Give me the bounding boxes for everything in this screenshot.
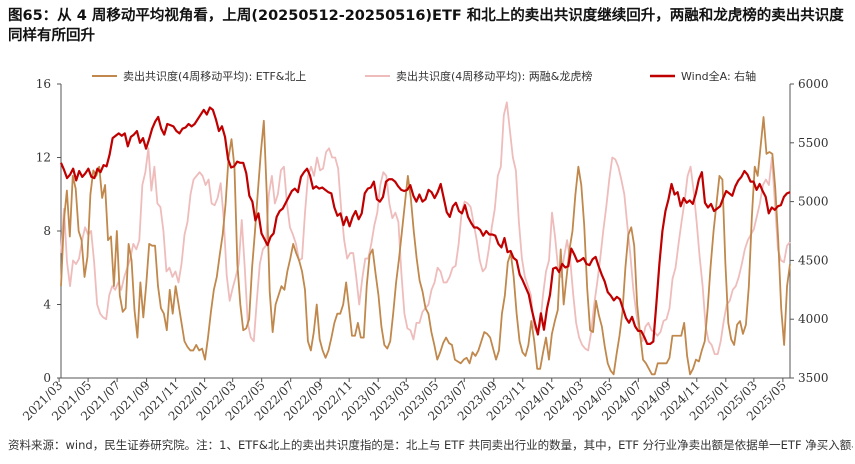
y-right-tick-label: 5000	[798, 195, 829, 209]
x-axis: 2021/032021/052021/072021/092021/112022/…	[20, 377, 790, 423]
legend-label-etf: 卖出共识度(4周移动平均): ETF&北上	[123, 69, 306, 83]
y-right-tick-label: 4000	[798, 312, 829, 326]
y-left-axis: 0 4 8 12 16	[36, 77, 62, 385]
y-right-tick-label: 4500	[798, 253, 829, 267]
legend: 卖出共识度(4周移动平均): ETF&北上 卖出共识度(4周移动平均): 两融&…	[92, 69, 756, 83]
y-right-tick-label: 3500	[798, 371, 829, 385]
y-left-tick-label: 16	[36, 77, 51, 91]
y-right-tick-label: 6000	[798, 77, 829, 91]
series-line-margin	[60, 101, 791, 356]
y-right-tick-label: 5500	[798, 136, 829, 150]
series-line-etf	[60, 116, 791, 376]
figure-title: 图65：从 4 周移动平均视角看，上周(20250512-20250516)ET…	[8, 8, 844, 44]
y-right-axis: 3500 4000 4500 5000 5500 6000	[789, 77, 829, 385]
legend-label-margin: 卖出共识度(4周移动平均): 两融&龙虎榜	[396, 69, 592, 83]
legend-label-wind: Wind全A: 右轴	[681, 69, 756, 83]
y-left-tick-label: 8	[43, 224, 51, 238]
y-left-tick-label: 4	[43, 298, 51, 312]
y-left-tick-label: 0	[43, 371, 51, 385]
source-note: 资料来源：wind，民生证券研究院。注：1、ETF&北上的卖出共识度指的是：北上…	[8, 438, 853, 452]
series-layer	[59, 101, 791, 376]
series-line-wind	[59, 106, 791, 345]
y-left-tick-label: 12	[36, 151, 51, 165]
